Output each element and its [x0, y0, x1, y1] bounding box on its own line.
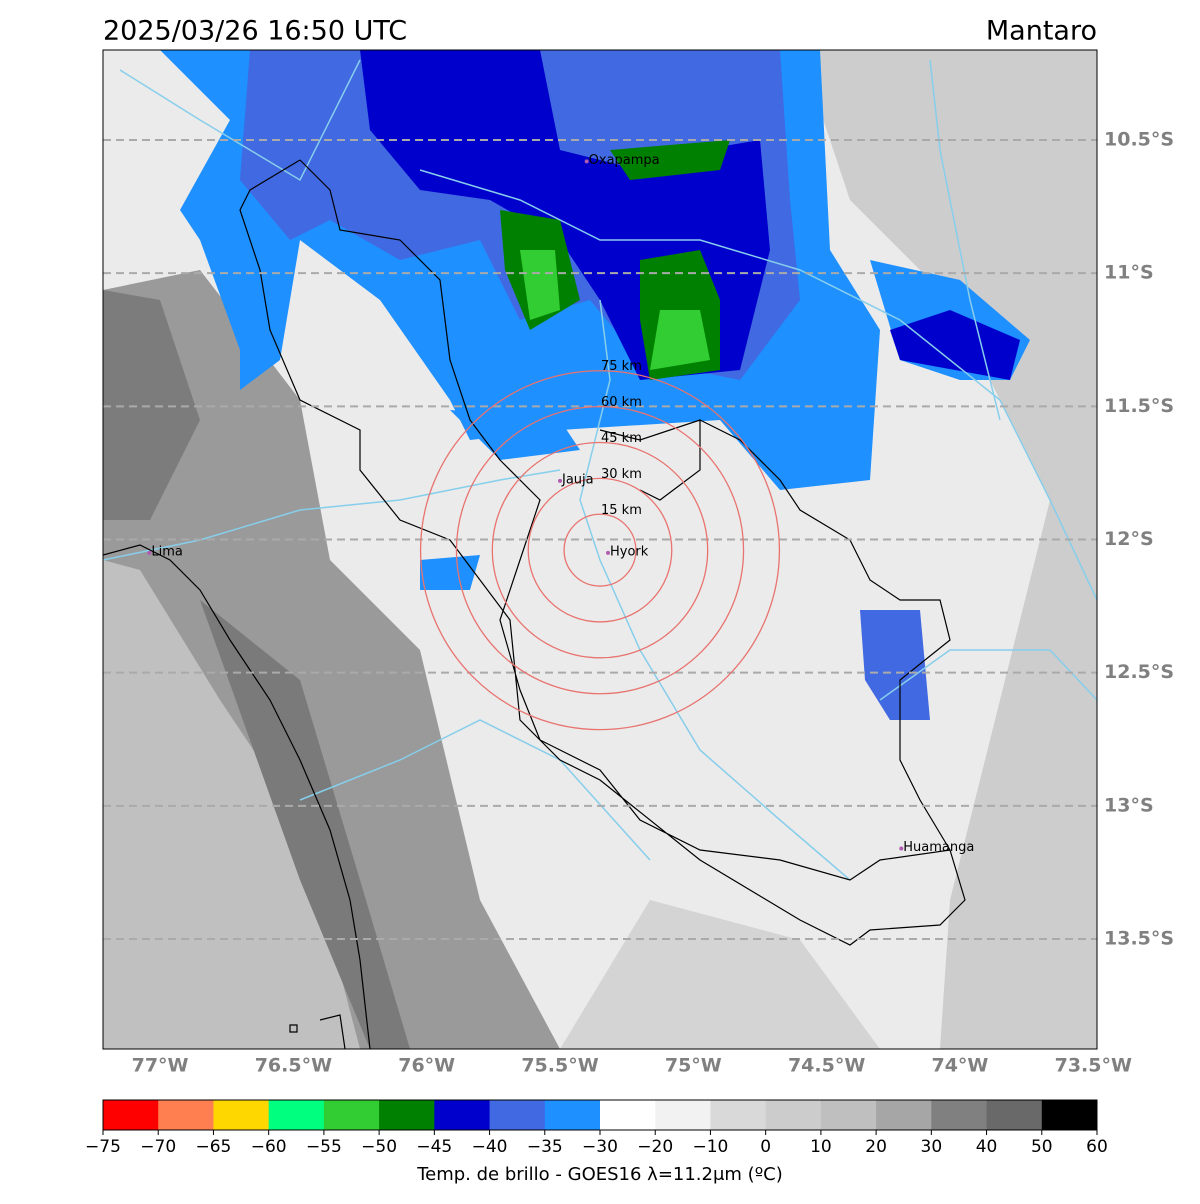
colorbar-segment	[268, 1100, 325, 1130]
colorbar-tick-label: −20	[637, 1137, 673, 1157]
city-marker	[147, 550, 152, 555]
lat-label: 11.5°S	[1104, 395, 1174, 417]
colorbar-tick-label: −45	[416, 1137, 452, 1157]
colorbar-tick-label: −65	[195, 1137, 231, 1157]
lat-label: 10.5°S	[1104, 129, 1174, 151]
colorbar-tick-label: −60	[251, 1137, 287, 1157]
city-marker	[558, 478, 563, 483]
ring-label: 15 km	[601, 503, 642, 518]
colorbar-tick-label: −50	[361, 1137, 397, 1157]
lat-label: 13°S	[1104, 794, 1154, 816]
cities: Oxapampa Jauja Hyork Lima Huamanga	[147, 153, 974, 855]
colorbar-tick-label: 30	[921, 1137, 943, 1157]
colorbar-segment	[213, 1100, 270, 1130]
city-label: Jauja	[561, 472, 594, 487]
range-rings: 15 km 30 km 45 km 60 km 75 km	[419, 359, 781, 731]
colorbar-tick-label: 0	[760, 1137, 771, 1157]
colorbar-segment	[489, 1100, 546, 1130]
ring-label: 45 km	[601, 431, 642, 446]
range-ring	[563, 513, 637, 587]
colorbar-segment	[434, 1100, 491, 1130]
lat-label: 11°S	[1104, 262, 1154, 284]
lon-label: 76.5°W	[255, 1055, 332, 1077]
colorbar-segment	[1041, 1100, 1098, 1130]
colorbar-segment	[103, 1100, 159, 1130]
colorbar-tick-label: 40	[976, 1137, 998, 1157]
colorbar-tick-label: −55	[306, 1137, 342, 1157]
colorbar-segment	[544, 1100, 601, 1130]
colorbar-segment	[379, 1100, 435, 1130]
colorbar: −75 −70 −65 −60 −55 −50 −45 −40 −35 −30 −20 −10 0 10 2…	[85, 1099, 1108, 1157]
colorbar-segment	[323, 1100, 380, 1130]
colorbar-tick-label: −40	[472, 1137, 508, 1157]
colorbar-tick-label: −10	[692, 1137, 728, 1157]
lat-label: 12.5°S	[1104, 661, 1174, 683]
range-ring	[455, 405, 745, 695]
lat-label: 12°S	[1104, 528, 1154, 550]
title: 2025/03/26 16:50 UTC	[103, 16, 407, 47]
colorbar-segment	[710, 1100, 767, 1130]
satellite-image	[103, 50, 1097, 1049]
city-label: Hyork	[610, 544, 649, 559]
lon-label: 76°W	[398, 1055, 455, 1077]
colorbar-tick-label: 20	[865, 1137, 887, 1157]
city-marker	[584, 159, 589, 164]
range-ring	[527, 477, 673, 623]
colorbar-tick-label: −70	[140, 1137, 176, 1157]
map-frame	[102, 49, 1098, 1050]
colorbar-tick-label: 10	[810, 1137, 832, 1157]
colorbar-segment	[931, 1100, 988, 1130]
lon-label: 73.5°W	[1055, 1055, 1132, 1077]
city-label: Lima	[151, 544, 182, 559]
ring-label: 60 km	[601, 395, 642, 410]
ring-label: 30 km	[601, 467, 642, 482]
city-label: Huamanga	[903, 840, 974, 855]
ring-label: 75 km	[601, 359, 642, 374]
lat-label: 13.5°S	[1104, 928, 1174, 950]
colorbar-tick-label: 60	[1086, 1137, 1108, 1157]
colorbar-segment	[820, 1100, 877, 1130]
lon-label: 74°W	[931, 1055, 988, 1077]
lon-label: 75.5°W	[521, 1055, 598, 1077]
gridlines: 10.5°S 11°S 11.5°S 12°S 12.5°S 13°S 13.5°S 77°W…	[103, 129, 1174, 1077]
colorbar-tick-label: −35	[527, 1137, 563, 1157]
colorbar-segment	[655, 1100, 711, 1130]
colorbar-segment	[600, 1100, 656, 1130]
range-ring	[491, 441, 709, 659]
colorbar-tick-label: 50	[1031, 1137, 1053, 1157]
colorbar-segment	[986, 1100, 1043, 1130]
city-marker	[605, 550, 610, 555]
colorbar-tick-label: −75	[85, 1137, 121, 1157]
lon-label: 74.5°W	[788, 1055, 865, 1077]
city-marker	[899, 846, 904, 851]
colorbar-segment	[765, 1100, 822, 1130]
city-label: Oxapampa	[589, 153, 660, 168]
colorbar-tick-label: −30	[582, 1137, 618, 1157]
lon-label: 77°W	[132, 1055, 189, 1077]
colorbar-segment	[158, 1100, 214, 1130]
range-ring	[419, 370, 781, 731]
colorbar-segment	[876, 1100, 932, 1130]
region-title: Mantaro	[986, 16, 1097, 47]
lon-label: 75°W	[665, 1055, 722, 1077]
colorbar-label: Temp. de brillo - GOES16 λ=11.2μm (ºC)	[416, 1164, 783, 1185]
